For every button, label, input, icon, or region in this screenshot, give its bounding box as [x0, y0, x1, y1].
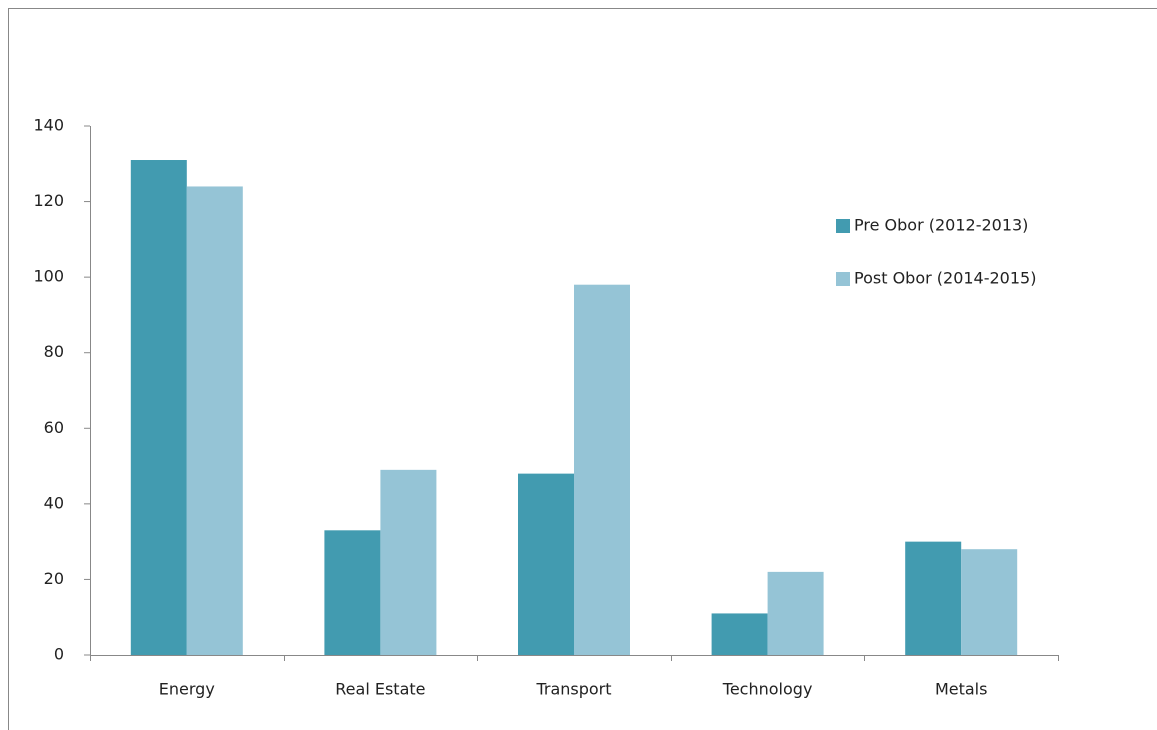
legend-swatch	[836, 219, 850, 233]
x-tick-label: Energy	[159, 680, 215, 699]
x-tick-label: Real Estate	[335, 680, 425, 699]
legend-label: Post Obor (2014-2015)	[854, 269, 1036, 288]
bar	[574, 284, 630, 655]
y-tick-label: 0	[54, 645, 64, 664]
bar	[518, 473, 574, 655]
bar	[380, 469, 437, 655]
bar	[324, 530, 381, 655]
bar	[961, 549, 1018, 655]
bar	[130, 160, 187, 655]
x-tick-label: Metals	[935, 680, 988, 699]
y-tick-label: 120	[33, 191, 64, 210]
y-tick-label: 80	[44, 342, 64, 361]
y-tick-label: 100	[33, 267, 64, 286]
y-tick-label: 20	[44, 569, 64, 588]
bar	[905, 541, 962, 655]
y-tick-label: 140	[33, 116, 64, 135]
legend-label: Pre Obor (2012-2013)	[854, 216, 1028, 235]
x-tick-label: Transport	[535, 680, 611, 699]
chart-frame	[8, 8, 1157, 730]
x-tick-label: Technology	[722, 680, 813, 699]
y-tick-label: 40	[44, 493, 64, 512]
bar	[186, 186, 243, 655]
legend-swatch	[836, 272, 850, 286]
y-tick-label: 60	[44, 418, 64, 437]
bar	[767, 571, 824, 655]
bar	[711, 613, 768, 655]
